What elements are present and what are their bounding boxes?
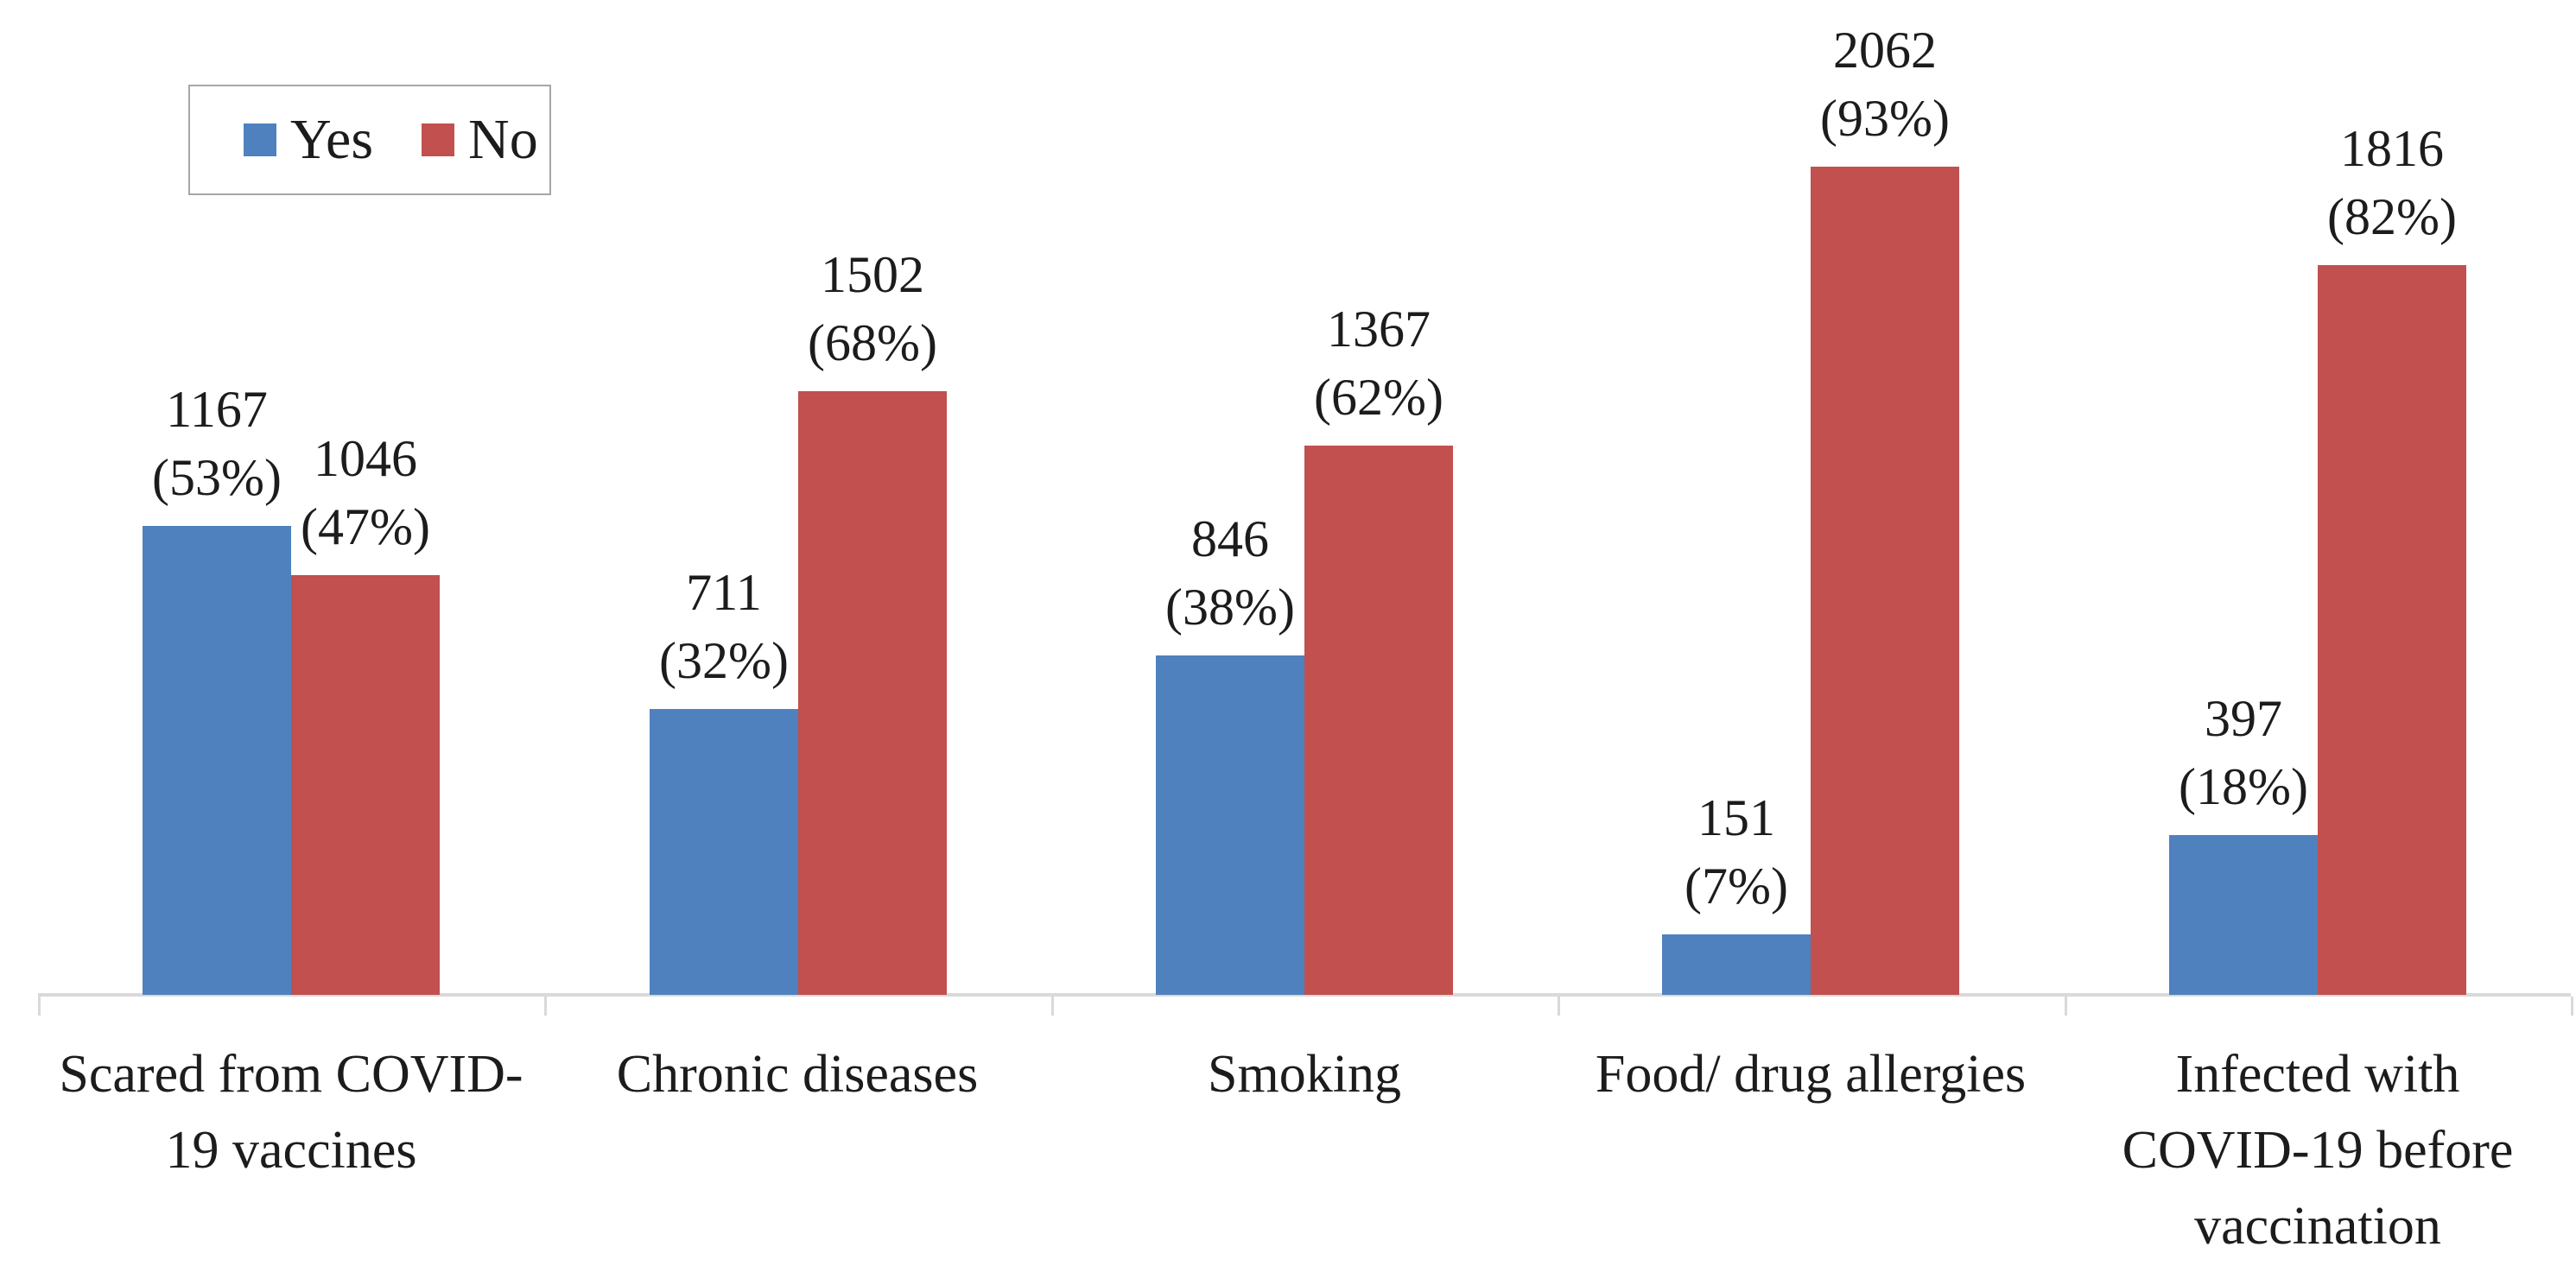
bar-no-4 [2318,265,2466,995]
legend-label-yes: Yes [290,108,374,171]
x-axis-tick [2571,997,2573,1016]
data-label-percent: (18%) [2179,757,2308,815]
bar-yes-3 [1662,934,1811,995]
legend-swatch-yes-icon [244,123,276,156]
bar-no-1 [798,391,947,995]
data-label-percent: (68%) [808,313,937,371]
data-label-value: 1502 [821,245,924,303]
legend-label-no: No [468,108,538,171]
category-label-line: vaccination [2194,1197,2441,1257]
bar-yes-0 [143,526,291,995]
x-axis-tick [2065,997,2067,1016]
data-label-yes-3: 151 (7%) [1546,784,1926,921]
category-label-line: Scared from COVID- [59,1045,523,1104]
data-label-value: 846 [1191,510,1269,567]
data-label-percent: (32%) [659,631,789,689]
x-axis-line [38,993,2571,997]
x-axis-tick [38,997,41,1016]
x-axis-tick [1558,997,1560,1016]
bar-yes-2 [1156,655,1304,995]
data-label-percent: (93%) [1820,89,1950,147]
data-label-percent: (47%) [301,497,430,555]
category-label-line: Food/ drug allergies [1595,1045,2027,1104]
data-label-no-2: 1367 (62%) [1189,295,1569,432]
category-label-line: Chronic diseases [616,1045,979,1104]
legend-item-no: No [422,111,538,168]
category-label-3: Food/ drug allergies [1558,1036,2064,1112]
category-label-2: Smoking [1051,1036,1558,1112]
data-label-value: 1816 [2340,119,2444,177]
data-label-value: 397 [2205,689,2282,747]
category-label-0: Scared from COVID- 19 vaccines [38,1036,544,1188]
data-label-no-4: 1816 (82%) [2202,115,2576,251]
data-label-value: 151 [1697,788,1775,846]
data-label-value: 1046 [314,429,417,487]
data-label-value: 2062 [1833,21,1937,79]
category-label-4: Infected with COVID-19 before vaccination [2065,1036,2571,1264]
data-label-yes-4: 397 (18%) [2053,685,2433,821]
data-label-yes-1: 711 (32%) [534,559,914,695]
data-label-yes-2: 846 (38%) [1040,505,1420,642]
bar-no-2 [1304,446,1453,995]
data-label-percent: (82%) [2327,187,2457,245]
category-label-line: COVID-19 before [2122,1121,2514,1181]
bar-no-3 [1811,167,1959,995]
data-label-no-1: 1502 (68%) [682,241,1063,377]
data-label-percent: (53%) [152,448,282,506]
data-label-no-0: 1046 (47%) [175,425,555,561]
data-label-no-3: 2062 (93%) [1695,16,2075,153]
category-label-line: 19 vaccines [165,1121,417,1181]
data-label-value: 711 [686,563,762,621]
legend-swatch-no-icon [422,123,455,156]
data-label-percent: (62%) [1314,368,1443,426]
category-label-1: Chronic diseases [544,1036,1050,1112]
category-label-line: Infected with [2175,1045,2460,1104]
x-axis-tick [1051,997,1054,1016]
data-label-percent: (38%) [1165,578,1295,636]
bar-no-0 [291,575,440,995]
data-label-value: 1367 [1327,300,1431,358]
data-label-value: 1167 [166,380,268,438]
bar-yes-4 [2169,835,2318,995]
data-label-percent: (7%) [1685,857,1788,915]
legend-item-yes: Yes [244,111,373,168]
chart-legend: Yes No [188,85,551,195]
bar-yes-1 [650,709,798,995]
data-label-yes-0: 1167 (53%) [27,376,407,512]
category-label-line: Smoking [1208,1045,1401,1104]
x-axis-tick [544,997,547,1016]
